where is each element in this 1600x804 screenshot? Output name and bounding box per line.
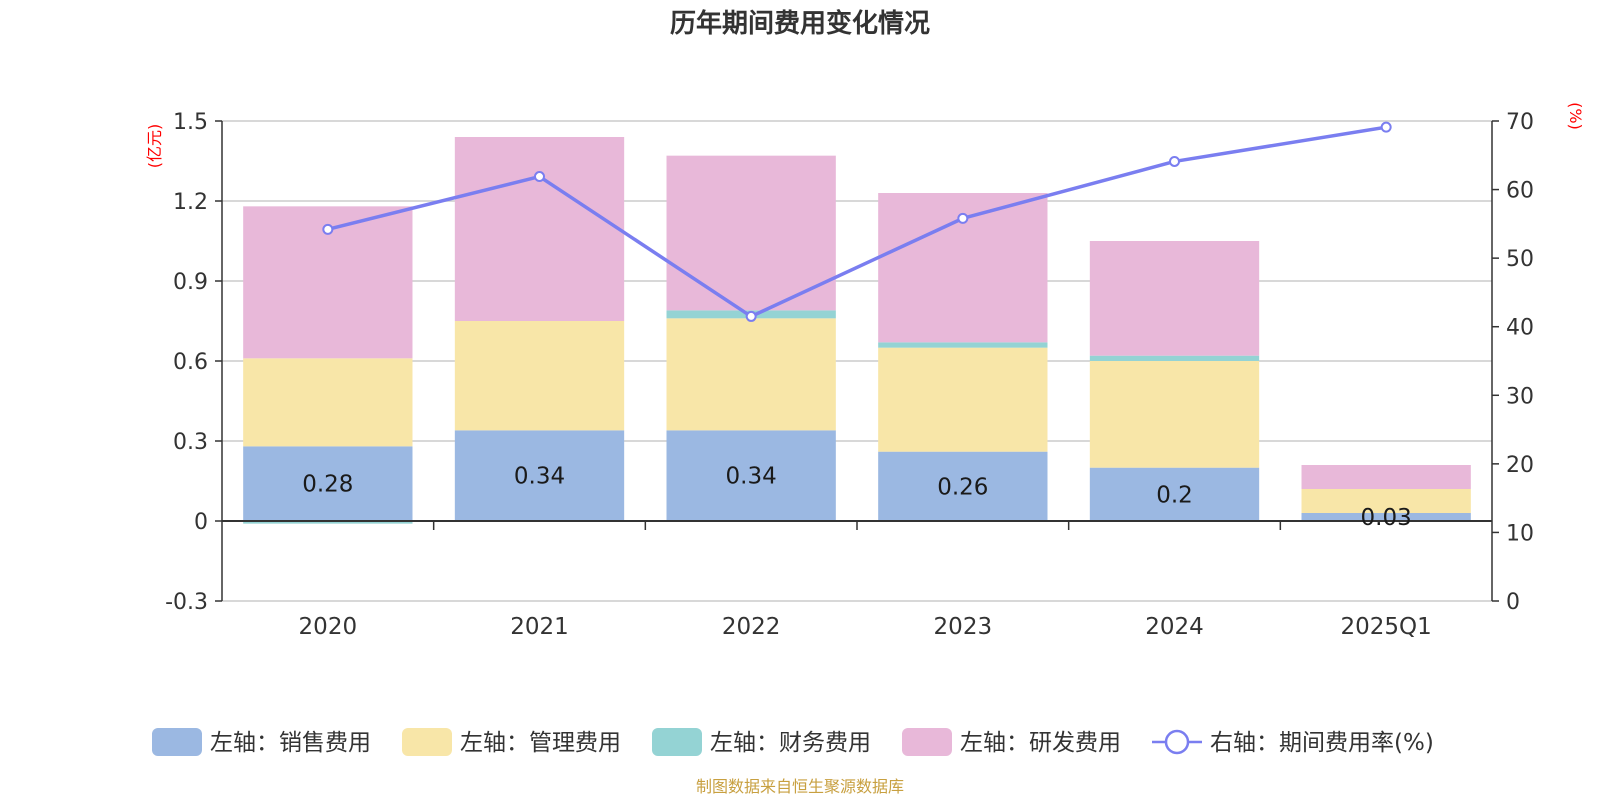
x-axis-category-label: 2024	[1145, 614, 1204, 640]
rate-line	[327, 125, 1387, 319]
x-axis-category-label: 2020	[299, 614, 358, 640]
bar-segment	[1089, 361, 1260, 468]
bar-segment	[666, 155, 836, 311]
rate-point	[1169, 155, 1180, 167]
rate-point	[1380, 121, 1392, 133]
bar-segment	[243, 521, 413, 524]
bar-segment	[666, 318, 836, 431]
rate-point	[745, 310, 757, 322]
left-axis-tick-label: 0.9	[173, 270, 208, 295]
bar-segment	[1089, 467, 1260, 521]
bar-segment	[243, 446, 413, 521]
bar-segment	[1301, 513, 1471, 521]
bar-segment	[878, 342, 1048, 348]
left-axis-tick-label: 0.3	[173, 430, 208, 455]
bar-value-label: 0.2	[1156, 482, 1193, 508]
right-axis-tick-label: 40	[1506, 316, 1534, 341]
bar-segment	[1089, 241, 1260, 356]
bar-segment	[1301, 489, 1471, 513]
legend-item-label: 左轴：研发费用	[960, 730, 1121, 756]
axes: 1.5 1.2 0.9 0.6 0.3 0 -0.3 70 60 50 40 30 20 10 0 2020 2…	[165, 110, 1534, 640]
left-axis-tick-label: 1.5	[173, 110, 208, 135]
right-axis-tick-label: 30	[1506, 384, 1534, 409]
left-axis-unit-label: (亿元)	[145, 124, 164, 169]
legend-marker-swatch	[1164, 729, 1190, 755]
rate-point	[534, 171, 545, 183]
right-axis-tick-label: 0	[1506, 590, 1520, 615]
bar-value-label: 0.28	[302, 472, 353, 498]
bar-segment	[878, 451, 1048, 521]
legend-item-label: 左轴：财务费用	[710, 730, 871, 756]
left-axis-tick-label: 0	[194, 510, 208, 535]
legend-item-label: 右轴：期间费用率(%)	[1210, 730, 1434, 756]
bar-segment	[454, 321, 625, 431]
bar-value-label: 0.03	[1361, 505, 1412, 531]
bar-series	[243, 137, 1471, 524]
legend-swatch	[652, 728, 702, 756]
bar-value-label: 0.26	[937, 474, 988, 500]
legend: 左轴：销售费用 左轴：管理费用 左轴：财务费用 左轴：研发费用 右轴：期间费用率(%)	[152, 728, 1434, 756]
x-axis-category-label: 2023	[934, 614, 993, 640]
bar-segment	[1301, 465, 1471, 489]
right-axis-tick-label: 10	[1506, 521, 1534, 546]
bar-segment	[878, 347, 1048, 452]
rate-point	[322, 223, 334, 235]
right-axis-tick-label: 20	[1506, 453, 1534, 478]
data-source-note: 制图数据来自恒生聚源数据库	[696, 777, 904, 796]
bar-segment	[454, 137, 625, 321]
legend-item-label: 左轴：销售费用	[210, 730, 371, 756]
bar-segment	[666, 430, 836, 521]
legend-swatch	[902, 728, 952, 756]
legend-item-label: 左轴：管理费用	[460, 730, 621, 756]
bar-value-label: 0.34	[726, 464, 777, 490]
rate-point	[957, 212, 969, 224]
legend-swatch	[152, 728, 202, 756]
right-axis-tick-label: 60	[1506, 179, 1534, 204]
line-series	[322, 121, 1392, 322]
legend-swatch	[402, 728, 452, 756]
left-axis-tick-label: 1.2	[173, 190, 208, 215]
right-axis-tick-label: 50	[1506, 247, 1534, 272]
right-axis-tick-label: 70	[1506, 110, 1534, 135]
left-axis-tick-label: -0.3	[165, 590, 208, 615]
bar-segment	[243, 358, 413, 447]
bar-segment	[1089, 355, 1260, 361]
left-axis-tick-label: 0.6	[173, 350, 208, 375]
bar-value-label: 0.34	[514, 464, 565, 490]
x-axis-category-label: 2022	[722, 614, 781, 640]
x-axis-category-label: 2021	[510, 614, 569, 640]
data-labels: 0.28 0.34 0.34 0.26 0.2 0.03	[302, 464, 1412, 531]
x-axis-category-label: 2025Q1	[1341, 614, 1432, 640]
bar-segment	[454, 430, 625, 521]
right-axis-unit-label: (%)	[1566, 102, 1585, 130]
chart-title: 历年期间费用变化情况	[670, 8, 930, 39]
